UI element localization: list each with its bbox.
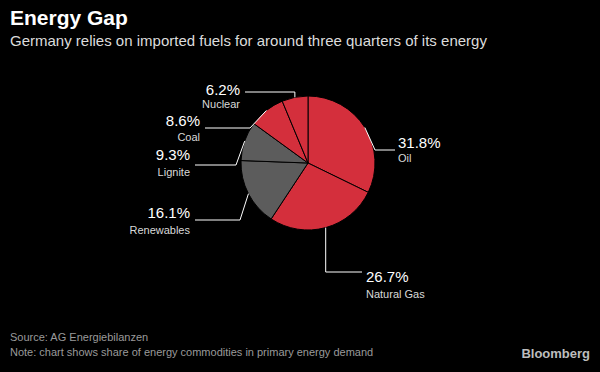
svg-text:Oil: Oil (398, 152, 411, 164)
svg-text:6.2%: 6.2% (206, 81, 240, 98)
html-text:Note: chart shows share of ene: Note: chart shows share of energy commod… (10, 346, 374, 358)
svg-text:8.6%: 8.6% (166, 112, 200, 129)
svg-text:31.8%: 31.8% (398, 134, 441, 151)
svg-text:26.7%: 26.7% (366, 268, 409, 285)
html-text:Source: AG Energiebilanzen: Source: AG Energiebilanzen (10, 331, 149, 343)
svg-text:Natural Gas: Natural Gas (366, 288, 425, 300)
html-text:Energy Gap: Energy Gap (10, 6, 128, 29)
svg-text:Coal: Coal (177, 131, 200, 143)
svg-text:9.3%: 9.3% (156, 146, 190, 163)
svg-text:Nuclear: Nuclear (202, 98, 240, 110)
svg-text:Renewables: Renewables (129, 224, 190, 236)
svg-text:Lignite: Lignite (158, 166, 190, 178)
html-text:Germany relies on imported fue: Germany relies on imported fuels for aro… (10, 32, 487, 49)
html-text:Bloomberg: Bloomberg (521, 346, 590, 361)
svg-text:16.1%: 16.1% (147, 204, 190, 221)
